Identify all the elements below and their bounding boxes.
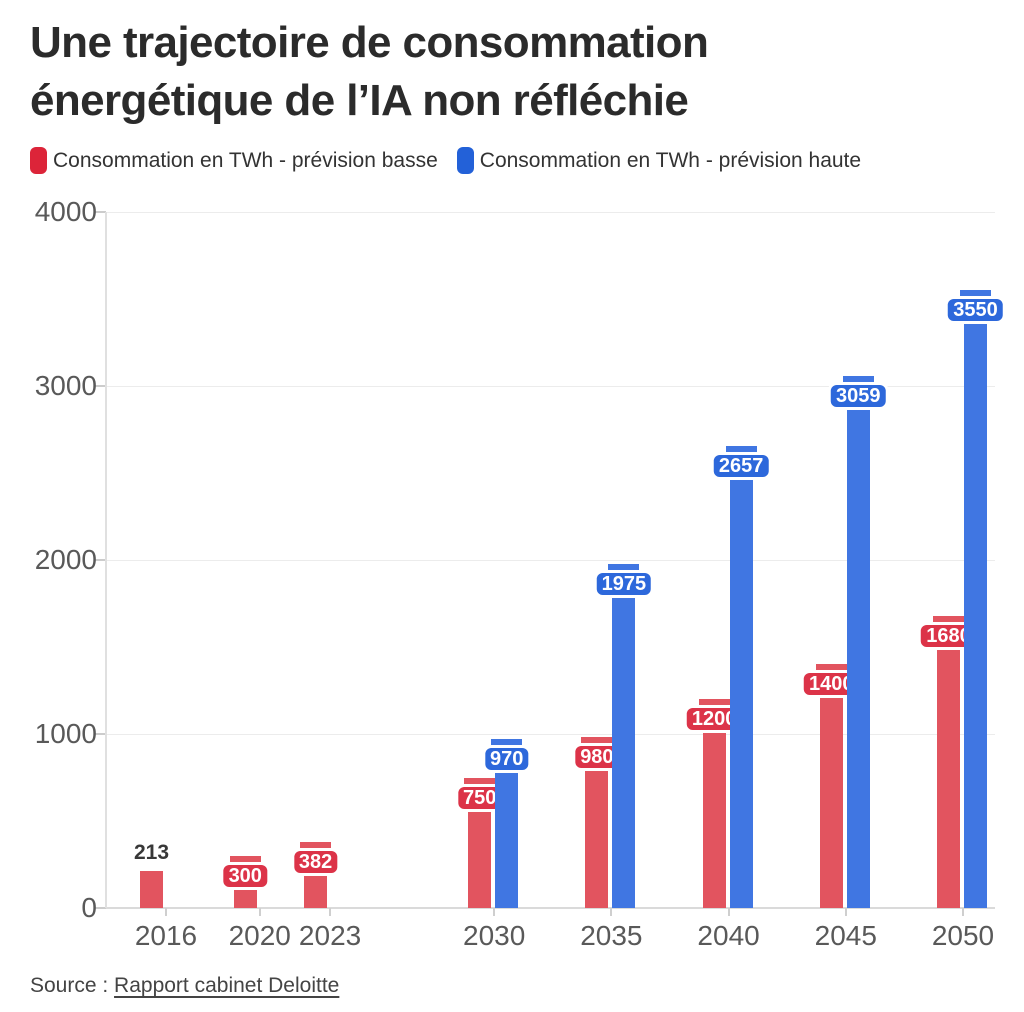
bar-value-label-prevision-haute: 1975 xyxy=(593,570,655,599)
x-axis-tick xyxy=(961,908,964,916)
bar-value-label-prevision-haute: 3550 xyxy=(945,296,1006,325)
legend-swatch-blue xyxy=(456,147,474,174)
bar-prevision-basse xyxy=(702,699,726,908)
legend-item-prevision-haute: Consommation en TWh - prévision haute xyxy=(456,147,862,174)
bar-prevision-haute xyxy=(846,375,870,908)
y-axis-tick xyxy=(94,733,106,735)
bar-value-label-prevision-haute: 3059 xyxy=(828,381,889,410)
source-link[interactable]: Rapport cabinet Deloitte xyxy=(114,974,340,997)
legend-label: Consommation en TWh - prévision basse xyxy=(53,148,438,172)
x-axis-baseline xyxy=(105,907,995,909)
grid-line xyxy=(105,560,995,561)
bar-prevision-haute xyxy=(729,445,753,908)
y-axis-tick xyxy=(94,907,106,909)
chart-title-line1: Une trajectoire de consommation xyxy=(30,18,709,67)
bar-value-label-prevision-haute: 2657 xyxy=(710,451,772,480)
legend-swatch-red xyxy=(30,147,47,174)
chart-title-line2: énergétique de l’IA non réfléchie xyxy=(30,76,689,125)
bar-prevision-basse xyxy=(819,664,843,908)
chart-title: Une trajectoire de consommation énergéti… xyxy=(30,14,709,130)
grid-line xyxy=(105,734,995,735)
bar-prevision-basse xyxy=(140,870,163,908)
y-axis-label: 1000 xyxy=(34,718,97,749)
bar-prevision-basse xyxy=(936,615,960,908)
legend-label: Consommation en TWh - prévision haute xyxy=(479,148,862,172)
source-line: Source : Rapport cabinet Deloitte xyxy=(30,974,339,998)
bar-prevision-basse xyxy=(585,737,609,908)
x-axis-label: 2016 xyxy=(134,920,198,951)
x-axis-label: 2045 xyxy=(814,920,877,951)
y-axis-label: 2000 xyxy=(34,544,97,575)
x-axis-label: 2040 xyxy=(697,920,760,951)
bar-prevision-haute xyxy=(612,564,636,908)
grid-line xyxy=(105,212,995,213)
x-axis-label: 2020 xyxy=(228,920,291,951)
y-axis-label: 0 xyxy=(81,892,97,923)
x-axis-label: 2050 xyxy=(931,920,995,951)
bar-prevision-haute xyxy=(963,290,987,908)
x-axis-label: 2030 xyxy=(463,920,526,951)
source-prefix: Source : xyxy=(30,974,115,997)
y-axis-label: 4000 xyxy=(34,196,97,227)
y-axis-label: 3000 xyxy=(34,370,97,401)
x-axis-tick xyxy=(610,908,613,916)
y-axis-tick xyxy=(94,211,106,213)
x-axis-tick xyxy=(258,908,261,916)
y-axis-line xyxy=(105,212,107,908)
x-axis-label: 2023 xyxy=(298,920,362,951)
grid-line xyxy=(105,386,995,387)
bar-value-label-prevision-basse: 300 xyxy=(220,861,270,890)
bar-prevision-haute xyxy=(495,739,519,908)
bar-value-label-prevision-basse: 382 xyxy=(290,847,341,876)
x-axis-label: 2035 xyxy=(580,920,643,951)
chart-legend: Consommation en TWh - prévision basse Co… xyxy=(30,147,861,174)
legend-item-prevision-basse: Consommation en TWh - prévision basse xyxy=(30,147,438,174)
x-axis-tick xyxy=(493,908,496,916)
x-axis-tick xyxy=(165,908,167,916)
y-axis-tick xyxy=(94,559,106,561)
x-axis-tick xyxy=(727,908,730,916)
bar-value-label-prevision-haute: 970 xyxy=(481,745,532,774)
y-axis-tick xyxy=(94,385,106,387)
x-axis-tick xyxy=(329,908,332,916)
x-axis-tick xyxy=(844,908,847,916)
bar-value-label-prevision-basse: 213 xyxy=(133,840,170,864)
